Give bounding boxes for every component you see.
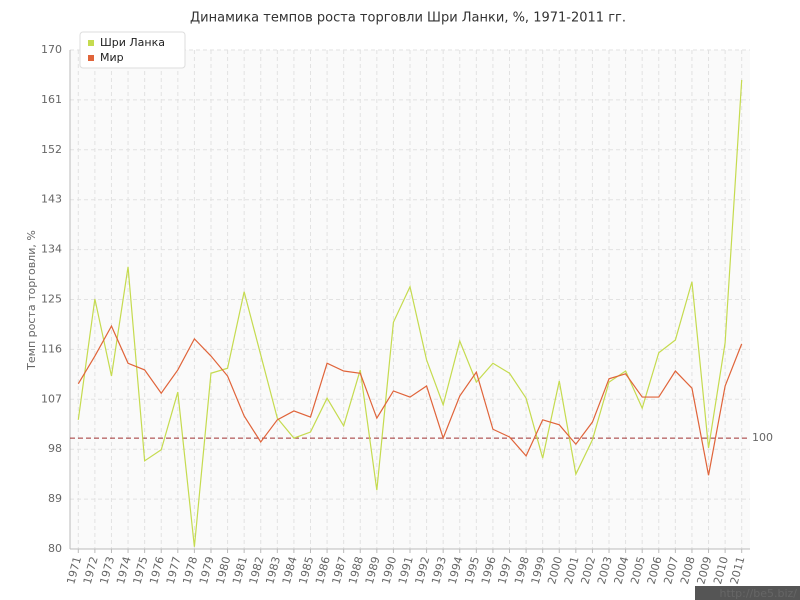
series-line <box>77 79 743 547</box>
watermark-bg <box>695 586 800 600</box>
legend-swatch <box>88 40 94 46</box>
legend-swatch <box>88 55 94 61</box>
watermark: http://be5.biz/ <box>720 587 798 600</box>
y-tick-label: 170 <box>41 43 62 56</box>
y-axis-title: Темп роста торговли, % <box>25 230 38 371</box>
legend-label: Мир <box>100 51 124 64</box>
y-tick-label: 89 <box>48 492 62 505</box>
y-tick-label: 152 <box>41 143 62 156</box>
y-tick-label: 116 <box>41 342 62 355</box>
y-tick-label: 107 <box>41 392 62 405</box>
reference-label: 100 <box>752 431 773 444</box>
y-tick-label: 134 <box>41 243 62 256</box>
y-tick-label: 125 <box>41 293 62 306</box>
legend: Шри Ланка Мир <box>79 31 186 69</box>
legend-box <box>79 31 186 69</box>
x-tick-label: 2011 <box>728 555 748 585</box>
y-tick-label: 143 <box>41 193 62 206</box>
y-tick-label: 80 <box>48 542 62 555</box>
y-tick-label: 161 <box>41 93 62 106</box>
series-line <box>77 324 743 476</box>
chart-title: Динамика темпов роста торговли Шри Ланки… <box>190 11 626 26</box>
y-tick-label: 98 <box>48 442 62 455</box>
legend-label: Шри Ланка <box>100 36 165 49</box>
